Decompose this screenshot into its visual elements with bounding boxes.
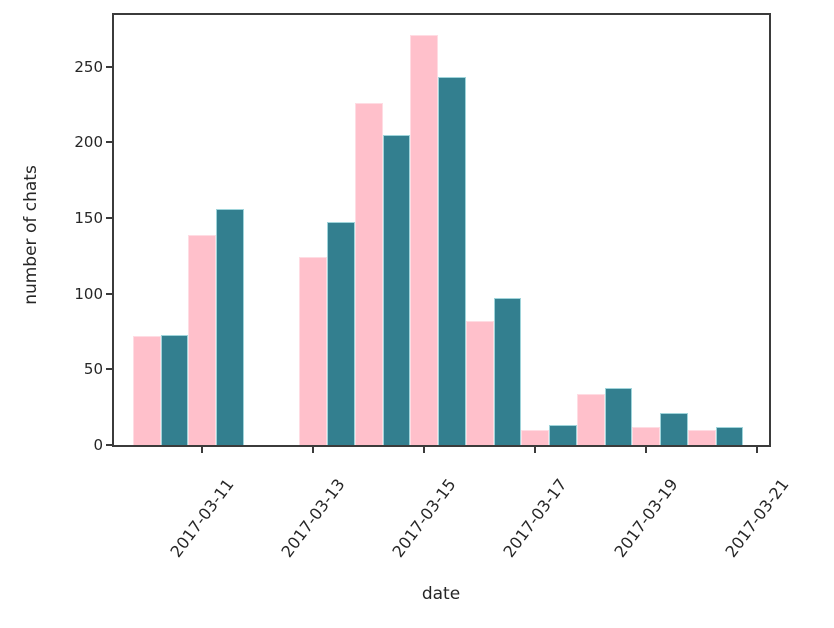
bar-pink-2017-03-15 bbox=[410, 34, 439, 445]
bar-teal-2017-03-14 bbox=[382, 134, 411, 445]
bar-teal-2017-03-17 bbox=[549, 425, 577, 445]
bar-teal-2017-03-11 bbox=[216, 208, 244, 445]
x-tick-label: 2017-03-17 bbox=[499, 475, 571, 561]
y-axis-label: number of chats bbox=[21, 165, 41, 305]
bar-pink-2017-03-20 bbox=[687, 429, 716, 445]
y-tick-label: 200 bbox=[74, 133, 103, 152]
y-tick-mark bbox=[106, 216, 112, 219]
x-tick-label: 2017-03-15 bbox=[388, 475, 460, 561]
x-axis-label: date bbox=[421, 584, 461, 604]
x-tick-mark bbox=[201, 447, 204, 453]
bar-pink-2017-03-13 bbox=[299, 257, 328, 445]
bar-teal-2017-03-20 bbox=[715, 426, 744, 445]
x-tick-mark bbox=[423, 447, 426, 453]
bar-pink-2017-03-17 bbox=[521, 429, 550, 445]
x-tick-mark bbox=[645, 447, 648, 453]
bar-teal-2017-03-19 bbox=[660, 413, 688, 445]
x-tick-mark bbox=[756, 447, 759, 453]
y-tick-mark bbox=[106, 292, 112, 295]
plot-area bbox=[112, 13, 771, 447]
x-tick-label: 2017-03-13 bbox=[277, 475, 349, 561]
x-tick-label: 2017-03-11 bbox=[166, 475, 238, 561]
y-tick-label: 100 bbox=[74, 284, 103, 303]
bar-pink-2017-03-16 bbox=[465, 320, 494, 445]
y-tick-mark bbox=[106, 444, 112, 446]
bar-pink-2017-03-19 bbox=[632, 426, 661, 445]
x-tick-label: 2017-03-21 bbox=[721, 475, 793, 561]
bar-pink-2017-03-14 bbox=[354, 102, 383, 445]
y-tick-label: 250 bbox=[74, 57, 103, 76]
y-tick-label: 0 bbox=[93, 436, 103, 454]
x-tick-mark bbox=[534, 447, 537, 453]
y-tick-mark bbox=[106, 368, 112, 371]
bar-teal-2017-03-10 bbox=[160, 334, 189, 445]
bar-pink-2017-03-18 bbox=[576, 393, 605, 445]
bar-pink-2017-03-11 bbox=[188, 234, 217, 445]
bar-teal-2017-03-13 bbox=[327, 222, 355, 445]
y-tick-label: 50 bbox=[83, 360, 103, 379]
x-tick-mark bbox=[312, 447, 315, 453]
bar-teal-2017-03-18 bbox=[604, 387, 633, 445]
x-tick-label: 2017-03-19 bbox=[610, 475, 682, 561]
bar-pink-2017-03-10 bbox=[132, 336, 161, 445]
bar-teal-2017-03-16 bbox=[493, 298, 522, 445]
y-tick-mark bbox=[106, 65, 112, 68]
bar-teal-2017-03-15 bbox=[438, 77, 466, 445]
y-tick-label: 150 bbox=[74, 208, 103, 227]
y-tick-mark bbox=[106, 141, 112, 144]
